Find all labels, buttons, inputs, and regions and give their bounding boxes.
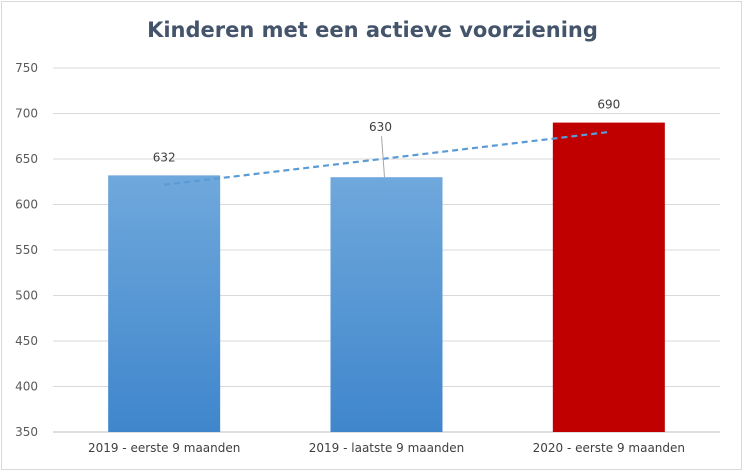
chart-title: Kinderen met een actieve voorziening [147, 18, 598, 42]
data-label: 630 [369, 120, 392, 134]
y-tick-label: 700 [15, 107, 38, 121]
x-category-label: 2020 - eerste 9 maanden [533, 441, 685, 455]
y-tick-label: 450 [15, 334, 38, 348]
y-tick-label: 350 [15, 425, 38, 439]
trendline [164, 130, 609, 186]
bar [108, 175, 221, 432]
data-label: 632 [153, 150, 176, 164]
y-axis-ticks: 350 400 450 500 550 600 650 700 750 [15, 61, 38, 439]
x-category-label: 2019 - eerste 9 maanden [88, 441, 240, 455]
data-label: 690 [597, 98, 620, 112]
y-tick-label: 400 [15, 380, 38, 394]
y-tick-label: 650 [15, 152, 38, 166]
y-tick-label: 500 [15, 289, 38, 303]
trendline-layer [164, 130, 609, 186]
bar [330, 177, 443, 432]
data-label-leader-line [381, 136, 385, 178]
bars [108, 122, 665, 432]
bar [552, 122, 665, 432]
y-tick-label: 550 [15, 243, 38, 257]
y-tick-label: 600 [15, 198, 38, 212]
x-axis-labels: 2019 - eerste 9 maanden 2019 - laatste 9 … [88, 441, 685, 455]
y-tick-label: 750 [15, 61, 38, 75]
x-category-label: 2019 - laatste 9 maanden [309, 441, 464, 455]
data-labels: 632 630 690 [153, 98, 620, 178]
